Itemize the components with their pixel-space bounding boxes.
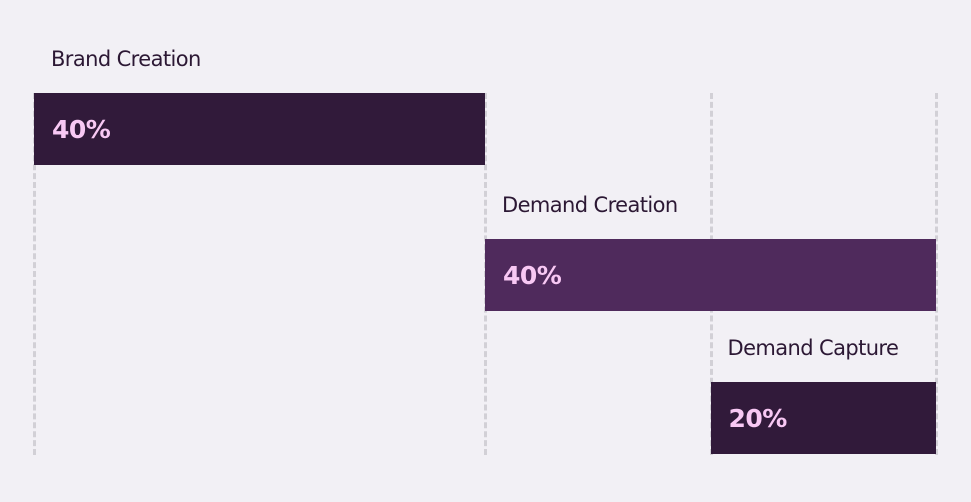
gridline	[935, 93, 938, 455]
category-label: Brand Creation	[51, 47, 201, 71]
bar: 40%	[485, 239, 936, 311]
gridline	[33, 93, 36, 455]
bar: 20%	[710, 382, 936, 454]
data-label: 40%	[503, 260, 562, 290]
data-label: 40%	[52, 114, 111, 144]
bar: 40%	[34, 93, 485, 165]
category-label: Demand Creation	[502, 193, 678, 217]
data-label: 20%	[728, 403, 788, 433]
category-label: Demand Capture	[727, 336, 899, 360]
